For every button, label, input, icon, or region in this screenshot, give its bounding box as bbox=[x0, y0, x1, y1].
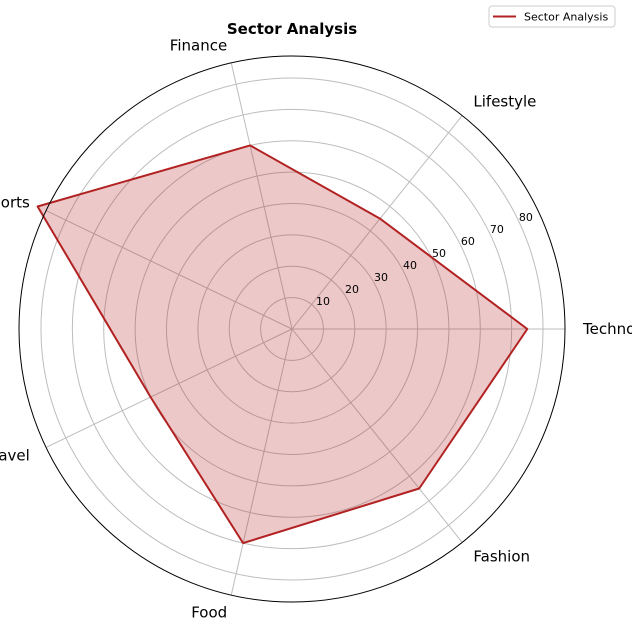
category-label-finance: Finance bbox=[170, 36, 227, 54]
r-tick-label: 70 bbox=[490, 223, 504, 236]
tick-layer: 10 20 30 40 50 60 70 80 bbox=[316, 211, 533, 308]
r-tick-label: 20 bbox=[345, 283, 359, 296]
category-label-fashion: Fashion bbox=[473, 548, 530, 566]
r-tick-label: 30 bbox=[374, 271, 388, 284]
r-tick-label: 60 bbox=[461, 235, 475, 248]
legend-series-label: Sector Analysis bbox=[524, 11, 608, 24]
category-label-sports: Sports bbox=[0, 194, 30, 212]
angular-gridline bbox=[230, 328, 293, 596]
r-tick-label: 10 bbox=[316, 295, 330, 308]
category-label-food: Food bbox=[191, 604, 227, 622]
angular-gridline bbox=[230, 62, 293, 330]
category-label-technology: Technology bbox=[582, 320, 632, 338]
angular-gridline bbox=[291, 328, 463, 543]
series-area bbox=[37, 145, 528, 544]
r-tick-label: 40 bbox=[403, 259, 417, 272]
category-layer: Technology Lifestyle Finance Sports Travel Fo… bbox=[0, 36, 632, 621]
angular-gridline bbox=[291, 115, 463, 330]
outer-frame bbox=[18, 55, 566, 603]
category-label-travel: Travel bbox=[0, 446, 30, 464]
r-tick-label: 80 bbox=[519, 211, 533, 224]
angular-gridline bbox=[45, 210, 293, 330]
series-line bbox=[36, 144, 529, 545]
category-label-lifestyle: Lifestyle bbox=[473, 93, 536, 111]
frame-layer bbox=[18, 55, 566, 603]
chart-title: Sector Analysis bbox=[227, 20, 357, 38]
legend: Sector Analysis bbox=[488, 5, 616, 28]
angular-gridline bbox=[45, 328, 293, 448]
series-layer bbox=[36, 144, 529, 545]
r-tick-label: 50 bbox=[432, 247, 446, 260]
legend-box bbox=[488, 5, 616, 28]
grid-layer bbox=[40, 62, 565, 596]
